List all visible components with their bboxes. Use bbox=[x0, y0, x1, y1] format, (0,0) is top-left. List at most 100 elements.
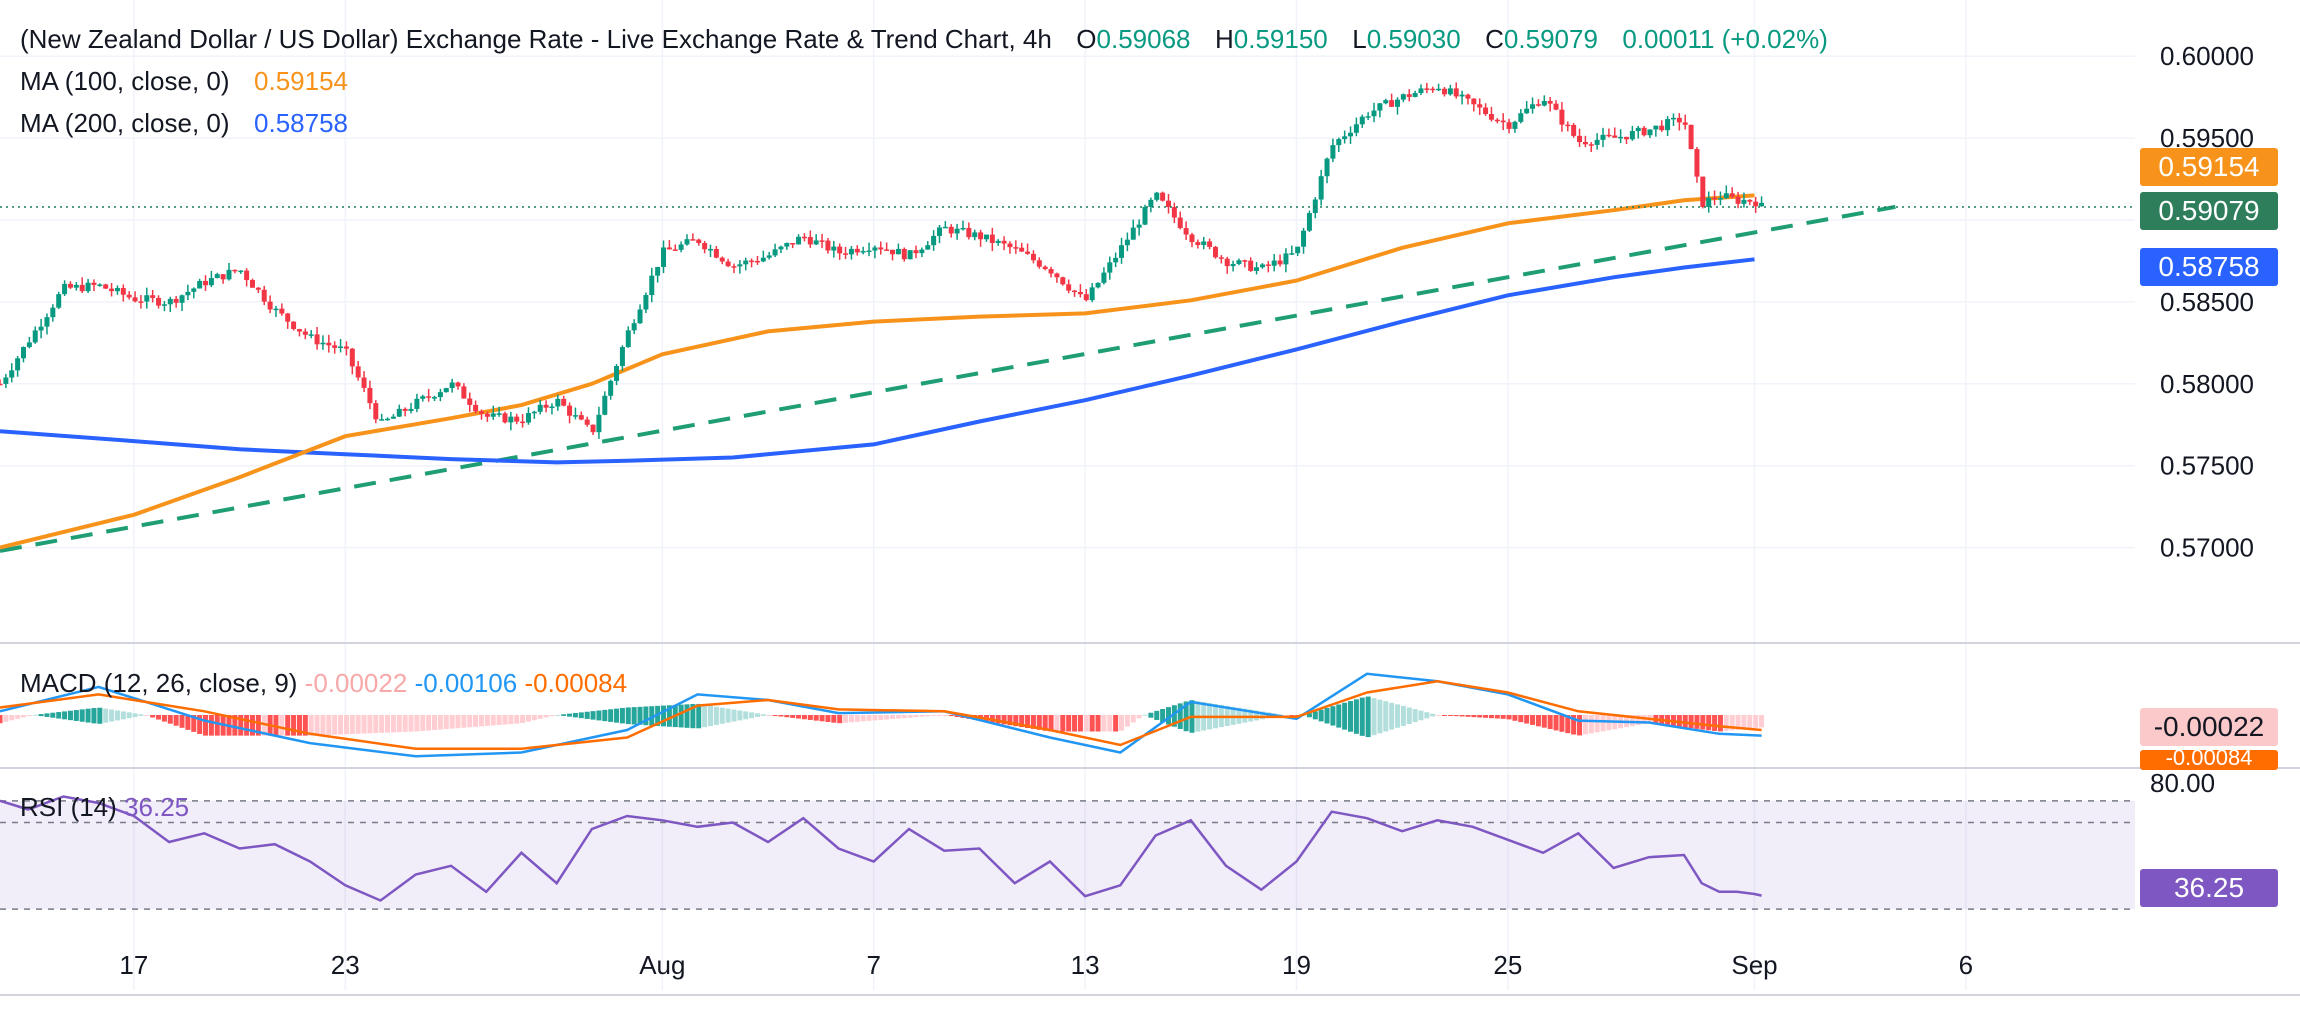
candle-body bbox=[1512, 121, 1518, 129]
macd-histogram-bar bbox=[449, 715, 455, 729]
candle-body bbox=[249, 279, 255, 288]
macd-histogram-bar bbox=[396, 715, 402, 733]
y-tick-label: 0.58000 bbox=[2160, 369, 2254, 399]
macd-histogram-bar bbox=[420, 715, 426, 731]
macd-histogram-bar bbox=[1759, 715, 1765, 728]
candle-body bbox=[872, 247, 878, 251]
rsi-tag: 36.25 bbox=[2140, 869, 2278, 907]
close-value: 0.59079 bbox=[1503, 24, 1598, 54]
candle-body bbox=[308, 334, 314, 336]
macd-histogram-bar bbox=[1383, 701, 1389, 732]
y-tick-label: 0.60000 bbox=[2160, 41, 2254, 71]
candle-body bbox=[1688, 124, 1694, 150]
candle-body bbox=[1201, 241, 1207, 246]
candle-body bbox=[749, 260, 755, 263]
macd-histogram-bar bbox=[1013, 715, 1019, 727]
macd-histogram-bar bbox=[50, 712, 56, 718]
candle-body bbox=[1072, 290, 1078, 293]
candle-body bbox=[9, 370, 15, 378]
ma100-price-tag: 0.59154 bbox=[2140, 148, 2278, 186]
macd-histogram-bar bbox=[32, 714, 38, 716]
macd-histogram-bar bbox=[1130, 715, 1136, 723]
candle-body bbox=[167, 298, 173, 305]
macd-histogram-bar bbox=[1418, 710, 1424, 721]
candle-body bbox=[443, 388, 449, 393]
chart-title: (New Zealand Dollar / US Dollar) Exchang… bbox=[20, 24, 1052, 54]
chart-legend: (New Zealand Dollar / US Dollar) Exchang… bbox=[20, 18, 1828, 144]
candle-body bbox=[1670, 117, 1676, 120]
candle-body bbox=[1553, 103, 1559, 110]
candle-body bbox=[1412, 93, 1418, 97]
rsi-value: 36.25 bbox=[124, 792, 190, 822]
candle-body bbox=[220, 274, 226, 280]
candle-body bbox=[0, 383, 3, 386]
macd-histogram-bar bbox=[1535, 715, 1541, 727]
candle-body bbox=[1289, 253, 1295, 255]
rsi-legend: RSI (14) 36.25 bbox=[20, 792, 189, 823]
candle-body bbox=[402, 408, 408, 411]
candle-body bbox=[390, 416, 396, 419]
candle-body bbox=[801, 236, 807, 239]
candle-body bbox=[1324, 158, 1330, 177]
candle-body bbox=[1359, 116, 1365, 125]
candle-body bbox=[1623, 136, 1629, 140]
macd-histogram-bar bbox=[1177, 703, 1183, 729]
macd-histogram-bar bbox=[831, 715, 837, 723]
candle-body bbox=[273, 308, 279, 311]
candle-body bbox=[989, 234, 995, 244]
candle-body bbox=[608, 380, 614, 396]
candle-body bbox=[473, 404, 479, 412]
ma200-value: 0.58758 bbox=[254, 108, 348, 138]
macd-hist-value: -0.00022 bbox=[304, 668, 408, 698]
macd-histogram-bar bbox=[666, 705, 672, 727]
candle-body bbox=[643, 295, 649, 310]
macd-histogram-bar bbox=[373, 715, 379, 734]
macd-histogram-bar bbox=[1577, 715, 1583, 736]
candle-body bbox=[173, 298, 179, 303]
macd-histogram-bar bbox=[1353, 699, 1359, 734]
candle-body bbox=[1618, 136, 1624, 139]
macd-histogram-bar bbox=[91, 708, 97, 724]
macd-histogram-bar bbox=[1459, 715, 1465, 717]
candle-body bbox=[109, 288, 115, 292]
macd-histogram-bar bbox=[1001, 715, 1007, 725]
macd-histogram-bar bbox=[44, 713, 50, 717]
macd-histogram-bar bbox=[1119, 715, 1125, 731]
macd-histogram-bar bbox=[291, 715, 297, 736]
candle-body bbox=[707, 248, 713, 251]
candle-body bbox=[1066, 284, 1072, 291]
candle-body bbox=[1254, 267, 1260, 271]
candle-body bbox=[1148, 199, 1154, 207]
macd-histogram-bar bbox=[925, 715, 931, 717]
candle-body bbox=[1301, 230, 1307, 247]
candle-body bbox=[1577, 135, 1583, 143]
macd-histogram-bar bbox=[713, 706, 719, 725]
macd-histogram-bar bbox=[1348, 701, 1354, 732]
macd-histogram-bar bbox=[942, 715, 948, 716]
candle-body bbox=[878, 247, 884, 250]
macd-histogram-bar bbox=[343, 715, 349, 735]
macd-histogram-bar bbox=[848, 715, 854, 723]
candle-body bbox=[1653, 125, 1659, 130]
macd-histogram-bar bbox=[1477, 715, 1483, 718]
candle-body bbox=[543, 404, 549, 408]
macd-histogram-bar bbox=[936, 715, 942, 716]
x-tick-label: 23 bbox=[331, 950, 360, 980]
macd-histogram-bar bbox=[1342, 702, 1348, 730]
candle-body bbox=[1318, 176, 1324, 200]
macd-histogram-bar bbox=[496, 715, 502, 725]
macd-histogram-bar bbox=[338, 715, 344, 735]
macd-histogram-bar bbox=[1054, 715, 1060, 732]
macd-histogram-bar bbox=[361, 715, 367, 734]
candle-body bbox=[807, 236, 813, 245]
macd-histogram-bar bbox=[643, 706, 649, 726]
macd-histogram-bar bbox=[931, 715, 937, 716]
macd-histogram-bar bbox=[661, 705, 667, 727]
x-tick-label: 25 bbox=[1493, 950, 1522, 980]
macd-histogram-bar bbox=[455, 715, 461, 729]
macd-histogram-bar bbox=[326, 715, 332, 735]
macd-histogram-bar bbox=[1565, 715, 1571, 734]
candle-body bbox=[772, 249, 778, 256]
macd-histogram-bar bbox=[379, 715, 385, 733]
